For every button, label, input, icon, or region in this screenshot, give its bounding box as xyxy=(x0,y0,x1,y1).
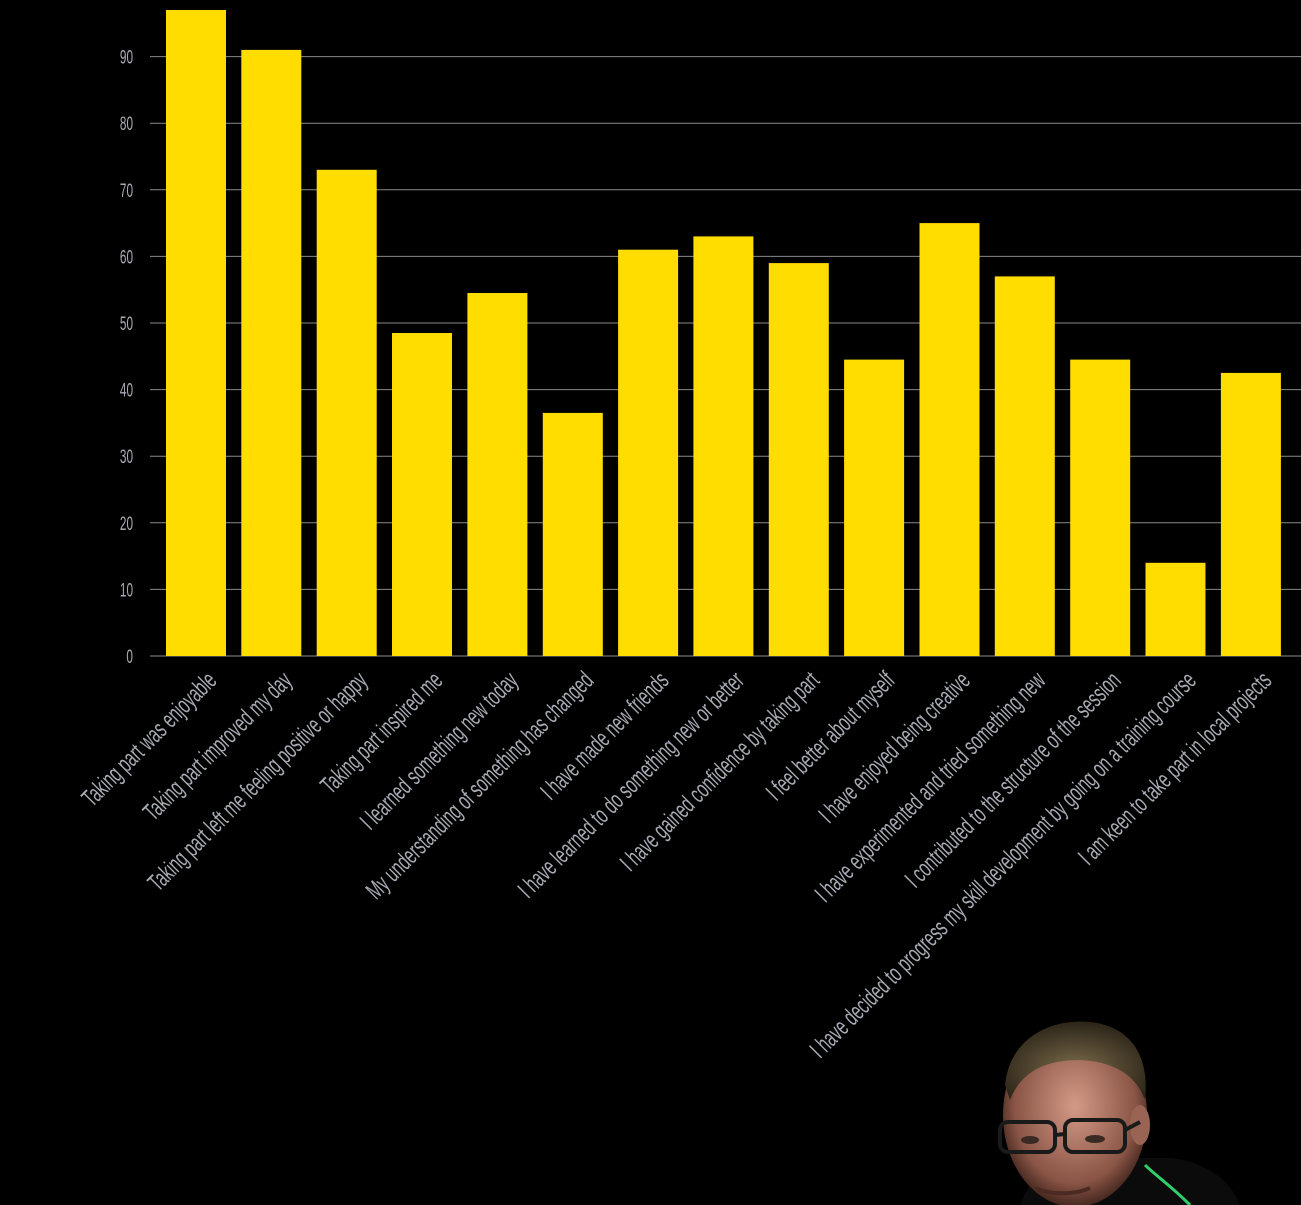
bar-11 xyxy=(919,223,980,656)
y-tick-label: 10 xyxy=(120,581,133,601)
bar-9 xyxy=(768,263,829,656)
bar-10 xyxy=(844,359,905,656)
y-tick-label: 50 xyxy=(120,314,133,334)
bar-2 xyxy=(241,49,302,656)
y-tick-label: 0 xyxy=(126,647,133,667)
bar-3 xyxy=(316,169,377,657)
y-tick-label: 30 xyxy=(120,448,133,468)
x-category-label: I have made new friends xyxy=(535,667,674,806)
bar-13 xyxy=(1070,359,1131,656)
person-with-glasses-icon xyxy=(998,1021,1240,1205)
bar-5 xyxy=(467,293,528,656)
bar-6 xyxy=(542,412,603,656)
y-tick-label: 60 xyxy=(120,248,133,268)
bar-4 xyxy=(392,333,452,656)
person-photo xyxy=(940,1000,1301,1205)
y-axis-ticks: 0 10 20 30 40 50 60 70 80 90 xyxy=(120,48,133,668)
bar-8 xyxy=(693,236,754,656)
x-category-label: Taking part was enjoyable xyxy=(77,667,223,813)
y-tick-label: 70 xyxy=(120,181,133,201)
bars xyxy=(166,10,1281,657)
bar-15 xyxy=(1220,372,1281,656)
x-category-label: I feel better about myself xyxy=(761,667,901,807)
bar-14 xyxy=(1145,562,1206,656)
bar-7 xyxy=(618,249,679,656)
bar-1 xyxy=(166,10,226,656)
y-tick-label: 80 xyxy=(120,115,133,135)
y-tick-label: 40 xyxy=(120,381,133,401)
y-tick-label: 90 xyxy=(120,48,133,68)
bar-12 xyxy=(994,276,1055,656)
y-tick-label: 20 xyxy=(120,514,133,534)
